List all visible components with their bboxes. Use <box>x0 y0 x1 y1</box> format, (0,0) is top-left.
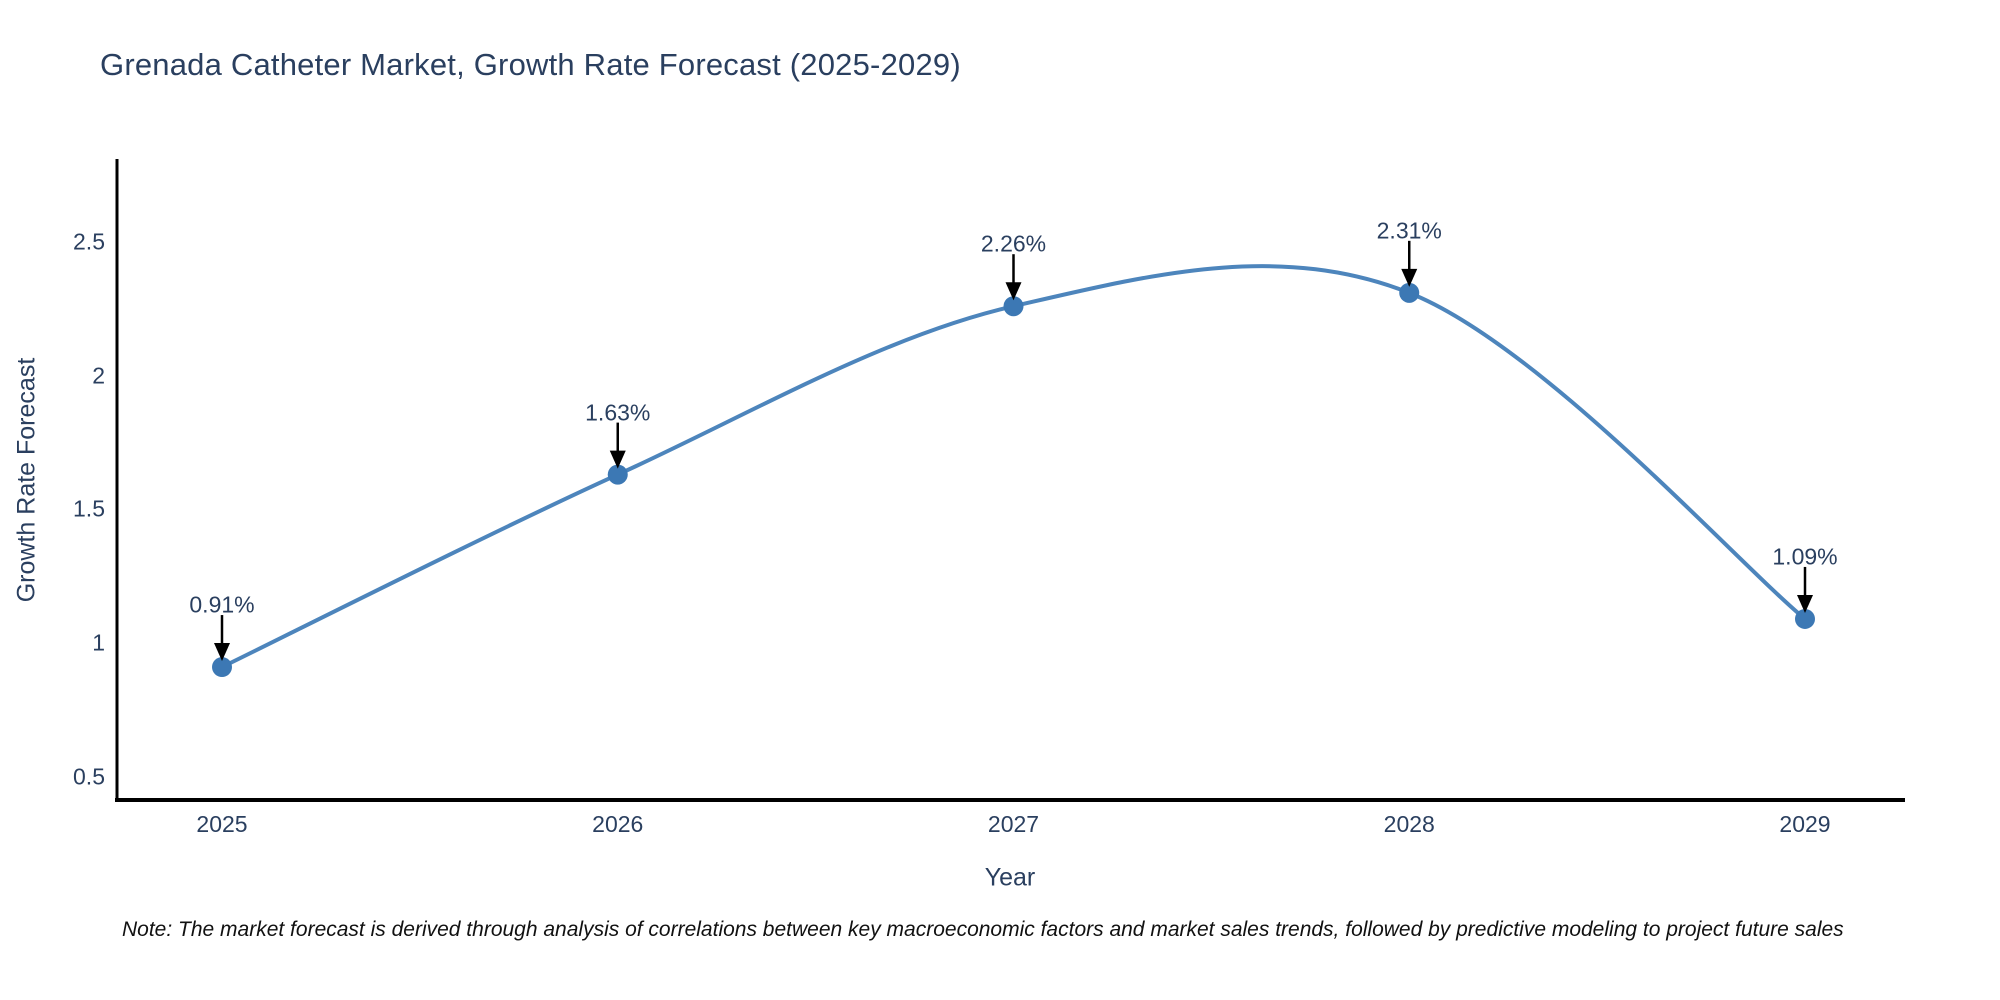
x-tick-label: 2025 <box>196 811 248 837</box>
data-point-2026[interactable] <box>607 464 628 485</box>
y-tick-label: 2 <box>92 362 105 389</box>
footnote: Note: The market forecast is derived thr… <box>122 918 1844 941</box>
annotation-arrowhead <box>1401 268 1418 287</box>
chart-title: Grenada Catheter Market, Growth Rate For… <box>100 47 961 82</box>
annotation-arrowhead <box>214 643 230 662</box>
y-tick-label: 2.5 <box>73 228 105 255</box>
x-tick-label: 2027 <box>987 811 1040 837</box>
data-label: 0.91% <box>189 591 255 618</box>
growth-rate-line <box>221 264 1807 669</box>
y-axis-title: Growth Rate Forecast <box>12 357 41 603</box>
data-point-2028[interactable] <box>1399 282 1420 303</box>
y-tick-label: 1.5 <box>73 495 105 522</box>
annotation-arrowhead <box>1797 594 1813 613</box>
x-tick-label: 2028 <box>1383 811 1435 837</box>
data-point-2029[interactable] <box>1795 608 1815 629</box>
data-label: 1.63% <box>585 399 651 426</box>
x-axis-title: Year <box>984 863 1036 892</box>
x-tick-label: 2026 <box>592 811 644 837</box>
annotation-arrowhead <box>609 450 626 469</box>
data-point-2027[interactable] <box>1003 296 1024 317</box>
y-tick-label: 0.5 <box>73 763 105 790</box>
data-label: 1.09% <box>1772 543 1838 570</box>
y-tick-label: 1 <box>92 629 105 656</box>
data-label: 2.26% <box>980 230 1047 257</box>
x-tick-label: 2029 <box>1779 811 1831 837</box>
data-label: 2.31% <box>1376 217 1442 244</box>
annotation-arrowhead <box>1005 282 1022 301</box>
data-point-2025[interactable] <box>212 657 232 678</box>
